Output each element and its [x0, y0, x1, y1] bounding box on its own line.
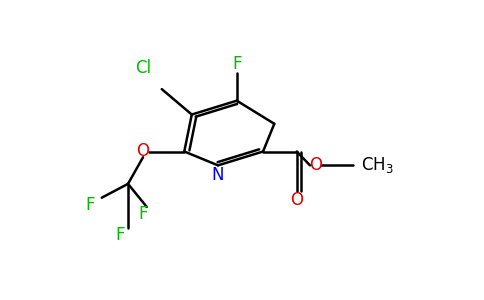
- Text: O: O: [136, 142, 150, 160]
- Text: F: F: [116, 226, 125, 244]
- Text: F: F: [138, 205, 148, 223]
- Text: O: O: [309, 156, 322, 174]
- Text: N: N: [212, 166, 224, 184]
- Text: Cl: Cl: [135, 59, 151, 77]
- Text: O: O: [290, 191, 303, 209]
- Text: F: F: [232, 55, 242, 73]
- Text: CH$_3$: CH$_3$: [361, 155, 393, 176]
- Text: F: F: [86, 196, 95, 214]
